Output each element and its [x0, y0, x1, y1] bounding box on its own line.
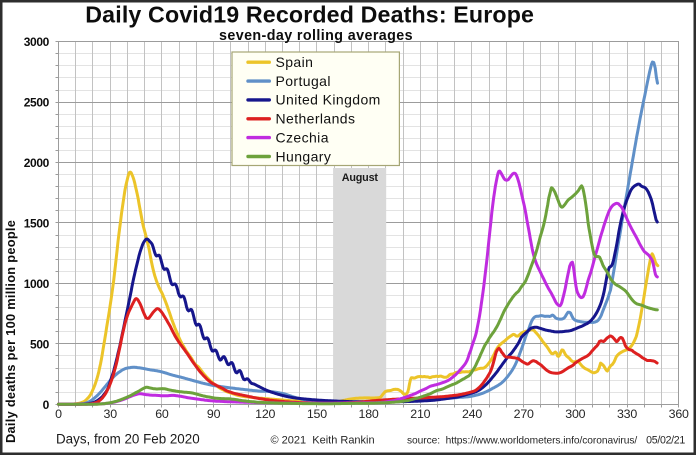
svg-text:360: 360 — [669, 407, 689, 421]
svg-text:120: 120 — [255, 407, 275, 421]
svg-text:30: 30 — [104, 407, 118, 421]
svg-text:Daily Covid19 Recorded Deaths:: Daily Covid19 Recorded Deaths: Europe — [85, 2, 534, 28]
svg-text:0: 0 — [55, 407, 62, 421]
svg-text:Daily deaths per 100 million p: Daily deaths per 100 million people — [3, 220, 18, 443]
svg-text:© 2021 Keith Rankin: © 2021 Keith Rankin — [271, 435, 375, 447]
svg-text:Spain: Spain — [276, 54, 314, 70]
svg-text:180: 180 — [359, 407, 379, 421]
svg-text:Netherlands: Netherlands — [276, 111, 356, 127]
svg-text:August: August — [342, 172, 379, 184]
svg-text:500: 500 — [30, 337, 50, 351]
svg-text:330: 330 — [617, 407, 637, 421]
svg-text:60: 60 — [155, 407, 169, 421]
svg-text:Days, from 20 Feb 2020: Days, from 20 Feb 2020 — [56, 432, 200, 447]
svg-text:240: 240 — [462, 407, 482, 421]
svg-text:United Kingdom: United Kingdom — [276, 92, 381, 108]
svg-text:2000: 2000 — [24, 156, 50, 170]
svg-text:1000: 1000 — [24, 277, 50, 291]
svg-text:90: 90 — [207, 407, 221, 421]
svg-text:270: 270 — [514, 407, 534, 421]
svg-text:05/02/21: 05/02/21 — [646, 435, 685, 447]
svg-text:2500: 2500 — [24, 96, 50, 110]
svg-text:Hungary: Hungary — [276, 148, 332, 164]
svg-text:0: 0 — [43, 398, 50, 412]
svg-text:Portugal: Portugal — [276, 73, 331, 89]
svg-text:1500: 1500 — [24, 217, 50, 231]
svg-text:210: 210 — [410, 407, 430, 421]
svg-text:seven-day rolling averages: seven-day rolling averages — [219, 28, 413, 44]
svg-text:source: https://www.worldomet: source: https://www.worldometers.info/co… — [407, 436, 637, 447]
svg-text:Czechia: Czechia — [276, 129, 329, 145]
svg-text:150: 150 — [307, 407, 327, 421]
svg-text:300: 300 — [565, 407, 585, 421]
svg-text:3000: 3000 — [24, 35, 50, 49]
